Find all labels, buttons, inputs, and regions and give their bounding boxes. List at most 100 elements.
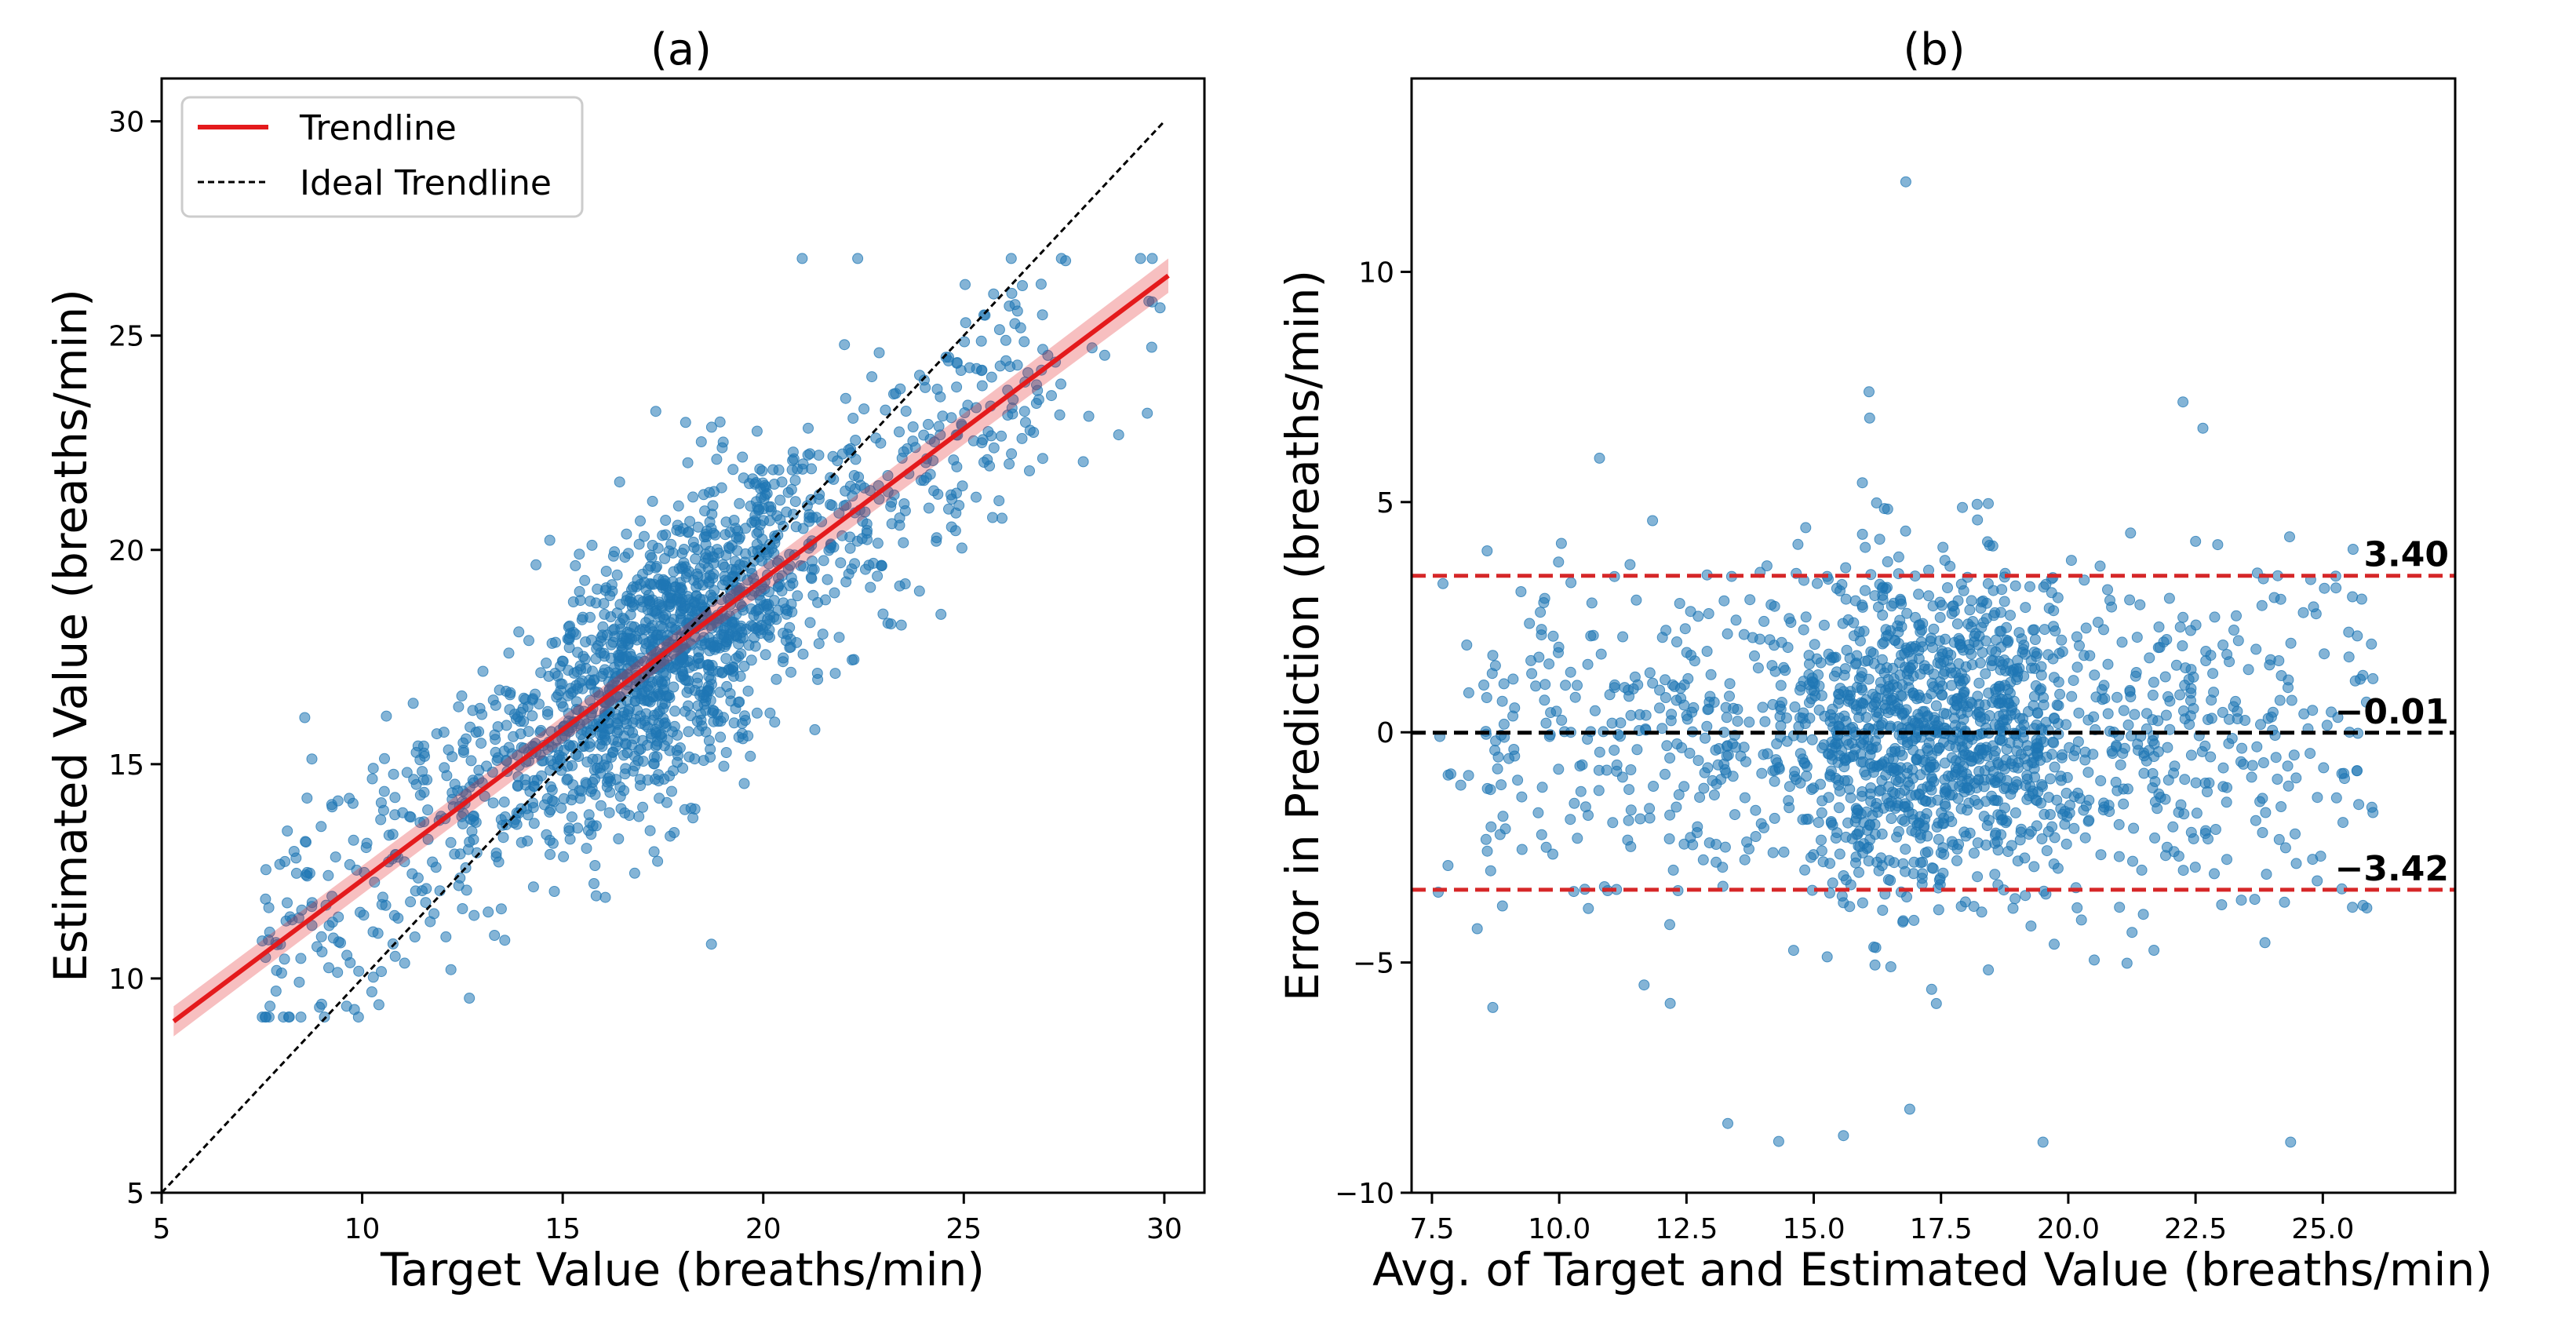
panel-a-point	[715, 731, 727, 743]
panel-b-point	[1930, 997, 1942, 1009]
panel-b-point	[2170, 659, 2182, 671]
panel-b-point	[1609, 679, 1620, 691]
panel-a-point	[397, 807, 409, 818]
panel-b-point	[2318, 762, 2330, 774]
panel-b-xtick-label-5: 20.0	[2037, 1213, 2100, 1245]
panel-b-point	[2009, 807, 2021, 818]
panel-a-point	[556, 678, 568, 690]
panel-a-point	[1018, 336, 1030, 348]
panel-b-point	[2310, 608, 2322, 620]
panel-b-point	[1749, 650, 1760, 662]
panel-a-point	[660, 515, 672, 526]
panel-b-point	[1875, 784, 1886, 796]
panel-a-point	[698, 557, 710, 569]
panel-b-point	[1724, 678, 1736, 690]
panel-a-point	[648, 846, 660, 858]
panel-b-point	[1915, 669, 1926, 680]
panel-b-point	[1874, 534, 1886, 545]
panel-b-point	[2094, 560, 2106, 572]
panel-b-point	[2203, 777, 2215, 789]
panel-a-point	[987, 512, 998, 523]
panel-a-point	[388, 768, 399, 780]
panel-b-point	[1923, 590, 1934, 602]
panel-a-point	[778, 652, 789, 664]
panel-b-point	[1954, 635, 1966, 647]
panel-a-point	[850, 435, 862, 446]
panel-a-point	[877, 608, 889, 620]
panel-a-point	[597, 668, 609, 680]
panel-b-point	[1485, 821, 1497, 833]
panel-a-point	[650, 406, 661, 417]
panel-a-point	[644, 825, 656, 836]
panel-b-point	[2104, 806, 2115, 818]
panel-b-point	[1776, 636, 1787, 648]
panel-b-point	[1893, 551, 1904, 563]
panel-b-point	[2297, 607, 2309, 618]
panel-b-point	[1481, 782, 1493, 794]
panel-b-point	[2127, 855, 2138, 867]
panel-a-point	[556, 697, 567, 709]
panel-a-point	[742, 730, 754, 742]
panel-b-point	[2162, 742, 2173, 753]
panel-a-point	[1024, 465, 1035, 476]
panel-a-point	[1035, 279, 1047, 290]
panel-a-point	[608, 676, 619, 687]
panel-b-point	[1821, 951, 1833, 963]
panel-a-point	[605, 775, 617, 787]
panel-b-point	[1946, 608, 1958, 619]
panel-b-point	[1648, 781, 1660, 792]
panel-a-point	[567, 596, 579, 607]
panel-b-point	[1769, 775, 1780, 787]
panel-b-point	[1905, 663, 1917, 674]
panel-b-point	[1913, 589, 1925, 600]
panel-a-point	[607, 734, 619, 746]
panel-a-point	[587, 665, 598, 677]
panel-b-point	[1543, 658, 1555, 670]
panel-a-point	[1077, 456, 1089, 468]
panel-b-point	[2285, 637, 2297, 649]
panel-a-point	[888, 388, 899, 400]
panel-b-point	[1815, 657, 1827, 669]
panel-b-point	[1861, 825, 1873, 836]
panel-b-point	[1678, 781, 1690, 793]
panel-b-point	[2052, 592, 2064, 603]
panel-b-point	[2134, 599, 2146, 610]
panel-b-point	[2190, 535, 2202, 547]
panel-b-point	[1660, 692, 1671, 703]
panel-a-point	[629, 867, 640, 879]
panel-a-ytick-label-5: 30	[108, 107, 144, 139]
panel-a-point	[647, 626, 659, 638]
panel-b-point	[1901, 762, 1913, 774]
panel-b-point	[1816, 795, 1828, 807]
panel-b-point	[2209, 868, 2220, 880]
panel-a-point	[786, 464, 798, 476]
panel-b-point	[2031, 651, 2042, 662]
panel-b-point	[1694, 792, 1706, 804]
panel-a-point	[935, 608, 947, 620]
panel-a-point	[615, 640, 627, 651]
panel-a-point	[558, 793, 570, 804]
panel-a-point	[956, 480, 968, 492]
panel-b-point	[1877, 717, 1889, 729]
panel-b-point	[2288, 749, 2300, 761]
panel-b-point	[1957, 501, 1968, 513]
panel-a-point	[737, 451, 749, 463]
panel-a-point	[712, 665, 724, 677]
panel-a-point	[586, 783, 598, 795]
panel-b-point	[2353, 799, 2365, 811]
panel-a-point	[519, 694, 531, 705]
panel-b-point	[1892, 698, 1904, 709]
panel-b-point	[1507, 673, 1519, 685]
panel-a-point	[264, 1000, 276, 1012]
panel-a-point	[836, 448, 848, 460]
panel-b-point	[1816, 834, 1827, 846]
panel-b-point	[1754, 633, 1765, 645]
panel-b-point	[2116, 636, 2128, 648]
panel-a-point	[1018, 406, 1030, 417]
panel-a-point	[988, 442, 1000, 454]
panel-b-point	[1917, 856, 1929, 868]
panel-b-point	[1586, 597, 1598, 609]
panel-a-point	[796, 463, 808, 475]
panel-b-point	[1877, 582, 1888, 594]
panel-a-point	[720, 747, 732, 758]
